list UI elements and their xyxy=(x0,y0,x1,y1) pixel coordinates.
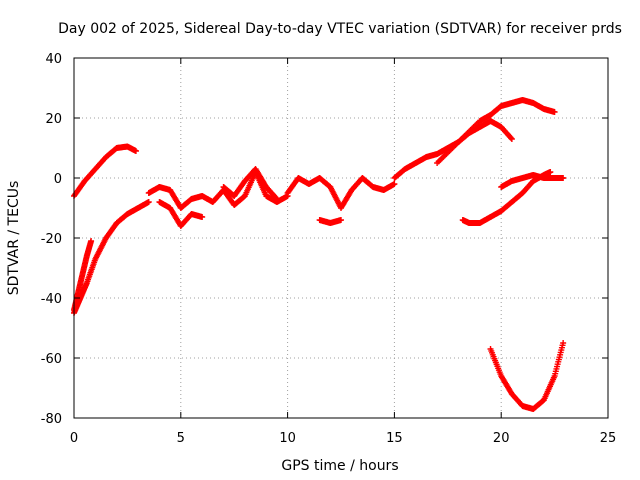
y-tick-label: 0 xyxy=(54,172,62,187)
data-points xyxy=(71,97,567,412)
x-tick-label: 25 xyxy=(600,431,617,446)
series-arc-evening-high xyxy=(434,97,558,166)
data-point xyxy=(145,199,152,205)
data-point xyxy=(508,135,515,142)
series-arc-evening-return xyxy=(459,178,537,226)
data-point xyxy=(199,214,206,220)
series-arc-bowl xyxy=(487,340,567,412)
y-tick-label: -80 xyxy=(41,412,62,427)
y-tick-label: 40 xyxy=(45,52,62,67)
y-tick-label: -40 xyxy=(41,292,62,307)
series-arc-early-rise xyxy=(71,143,139,199)
data-point xyxy=(560,175,567,181)
series-arc-noon xyxy=(284,175,398,211)
series-arc-evening-short xyxy=(530,169,554,184)
x-axis-ticks: 0 5 10 15 20 25 xyxy=(70,58,616,446)
y-axis-ticks: -80 -60 -40 -20 0 20 40 xyxy=(41,52,608,427)
x-axis-label: GPS time / hours xyxy=(281,458,398,474)
x-tick-label: 15 xyxy=(386,431,403,446)
series-arc-mid-upper xyxy=(220,166,280,202)
y-tick-label: 20 xyxy=(45,112,62,127)
data-point xyxy=(551,109,558,115)
data-point xyxy=(88,238,95,244)
series-arc-afternoon-rise xyxy=(391,118,515,181)
data-point xyxy=(560,340,567,346)
y-axis-label: SDTVAR / TECUs xyxy=(6,181,22,296)
grid xyxy=(74,58,608,418)
series-arc-mid-wavy xyxy=(145,169,291,211)
data-point xyxy=(132,148,139,154)
data-point xyxy=(508,136,515,142)
x-tick-label: 5 xyxy=(177,431,185,446)
data-point xyxy=(273,195,280,202)
data-point xyxy=(391,181,398,187)
y-tick-label: -20 xyxy=(41,232,62,247)
chart-title: Day 002 of 2025, Sidereal Day-to-day VTE… xyxy=(58,21,622,37)
data-point xyxy=(547,169,554,175)
series-arc-low-climb xyxy=(71,199,152,316)
data-point xyxy=(273,196,280,202)
series-arc-noon-low xyxy=(316,217,344,226)
x-tick-label: 10 xyxy=(279,431,296,446)
data-point xyxy=(338,217,344,223)
y-tick-label: -60 xyxy=(41,352,62,367)
series-arc-mid-dip xyxy=(156,199,206,229)
x-tick-label: 0 xyxy=(70,431,78,446)
x-tick-label: 20 xyxy=(493,431,510,446)
